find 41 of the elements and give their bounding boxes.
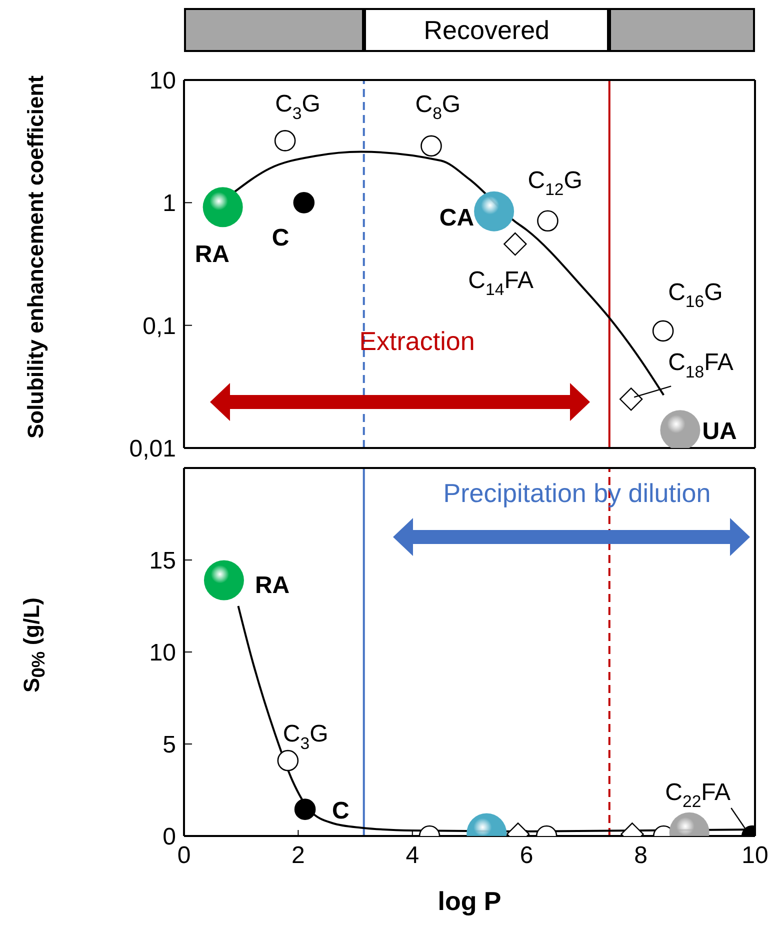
point [619, 388, 643, 411]
x-tick-label: 10 [742, 842, 768, 870]
annotation: C$_{3}$G [282, 720, 328, 753]
point [537, 210, 558, 232]
annotation: C [272, 224, 290, 252]
y-axis-title: Solubility enhancement coefficient [22, 75, 48, 439]
point [504, 232, 527, 256]
x-tick-label: 4 [406, 842, 420, 870]
annotation: C$_{16}$G [668, 278, 723, 312]
x-tick-label: 8 [634, 842, 648, 870]
x-tick-label: 6 [520, 842, 534, 870]
y-tick-label: 0 [162, 824, 176, 851]
annotation: C$_{14}$FA [468, 267, 534, 300]
y-tick-label: 0,01 [129, 436, 176, 463]
annotation: C$_{8}$G [415, 90, 461, 124]
annotation: C$_{3}$G [275, 90, 320, 123]
y-tick-label: 1 [162, 190, 176, 218]
text: Recovered [424, 14, 550, 46]
point [420, 135, 442, 157]
annotation: C [332, 797, 350, 824]
x-axis-title: log P [436, 886, 502, 917]
y-tick-label: 10 [149, 640, 176, 667]
annotation: C$_{12}$G [528, 166, 582, 200]
y-tick-label: 5 [162, 732, 176, 759]
y-tick-label: 15 [149, 548, 176, 575]
annotation: RA [254, 572, 290, 600]
y-tick-label: 10 [149, 68, 176, 95]
annotation: Extraction [358, 326, 476, 356]
point [652, 320, 674, 342]
point [202, 187, 243, 228]
point [293, 192, 315, 214]
point [274, 130, 296, 152]
annotation: CA [439, 204, 474, 232]
y-tick-label: 0,1 [142, 312, 176, 340]
annotation: RA [194, 241, 230, 268]
annotation: Precipitation by dilution [442, 478, 712, 508]
annotation: C$_{18}$FA [668, 349, 734, 382]
annotation: C$_{22}$FA [665, 779, 731, 812]
annotation: UA [702, 418, 737, 446]
point [474, 191, 514, 232]
x-tick-label: 2 [292, 842, 305, 870]
